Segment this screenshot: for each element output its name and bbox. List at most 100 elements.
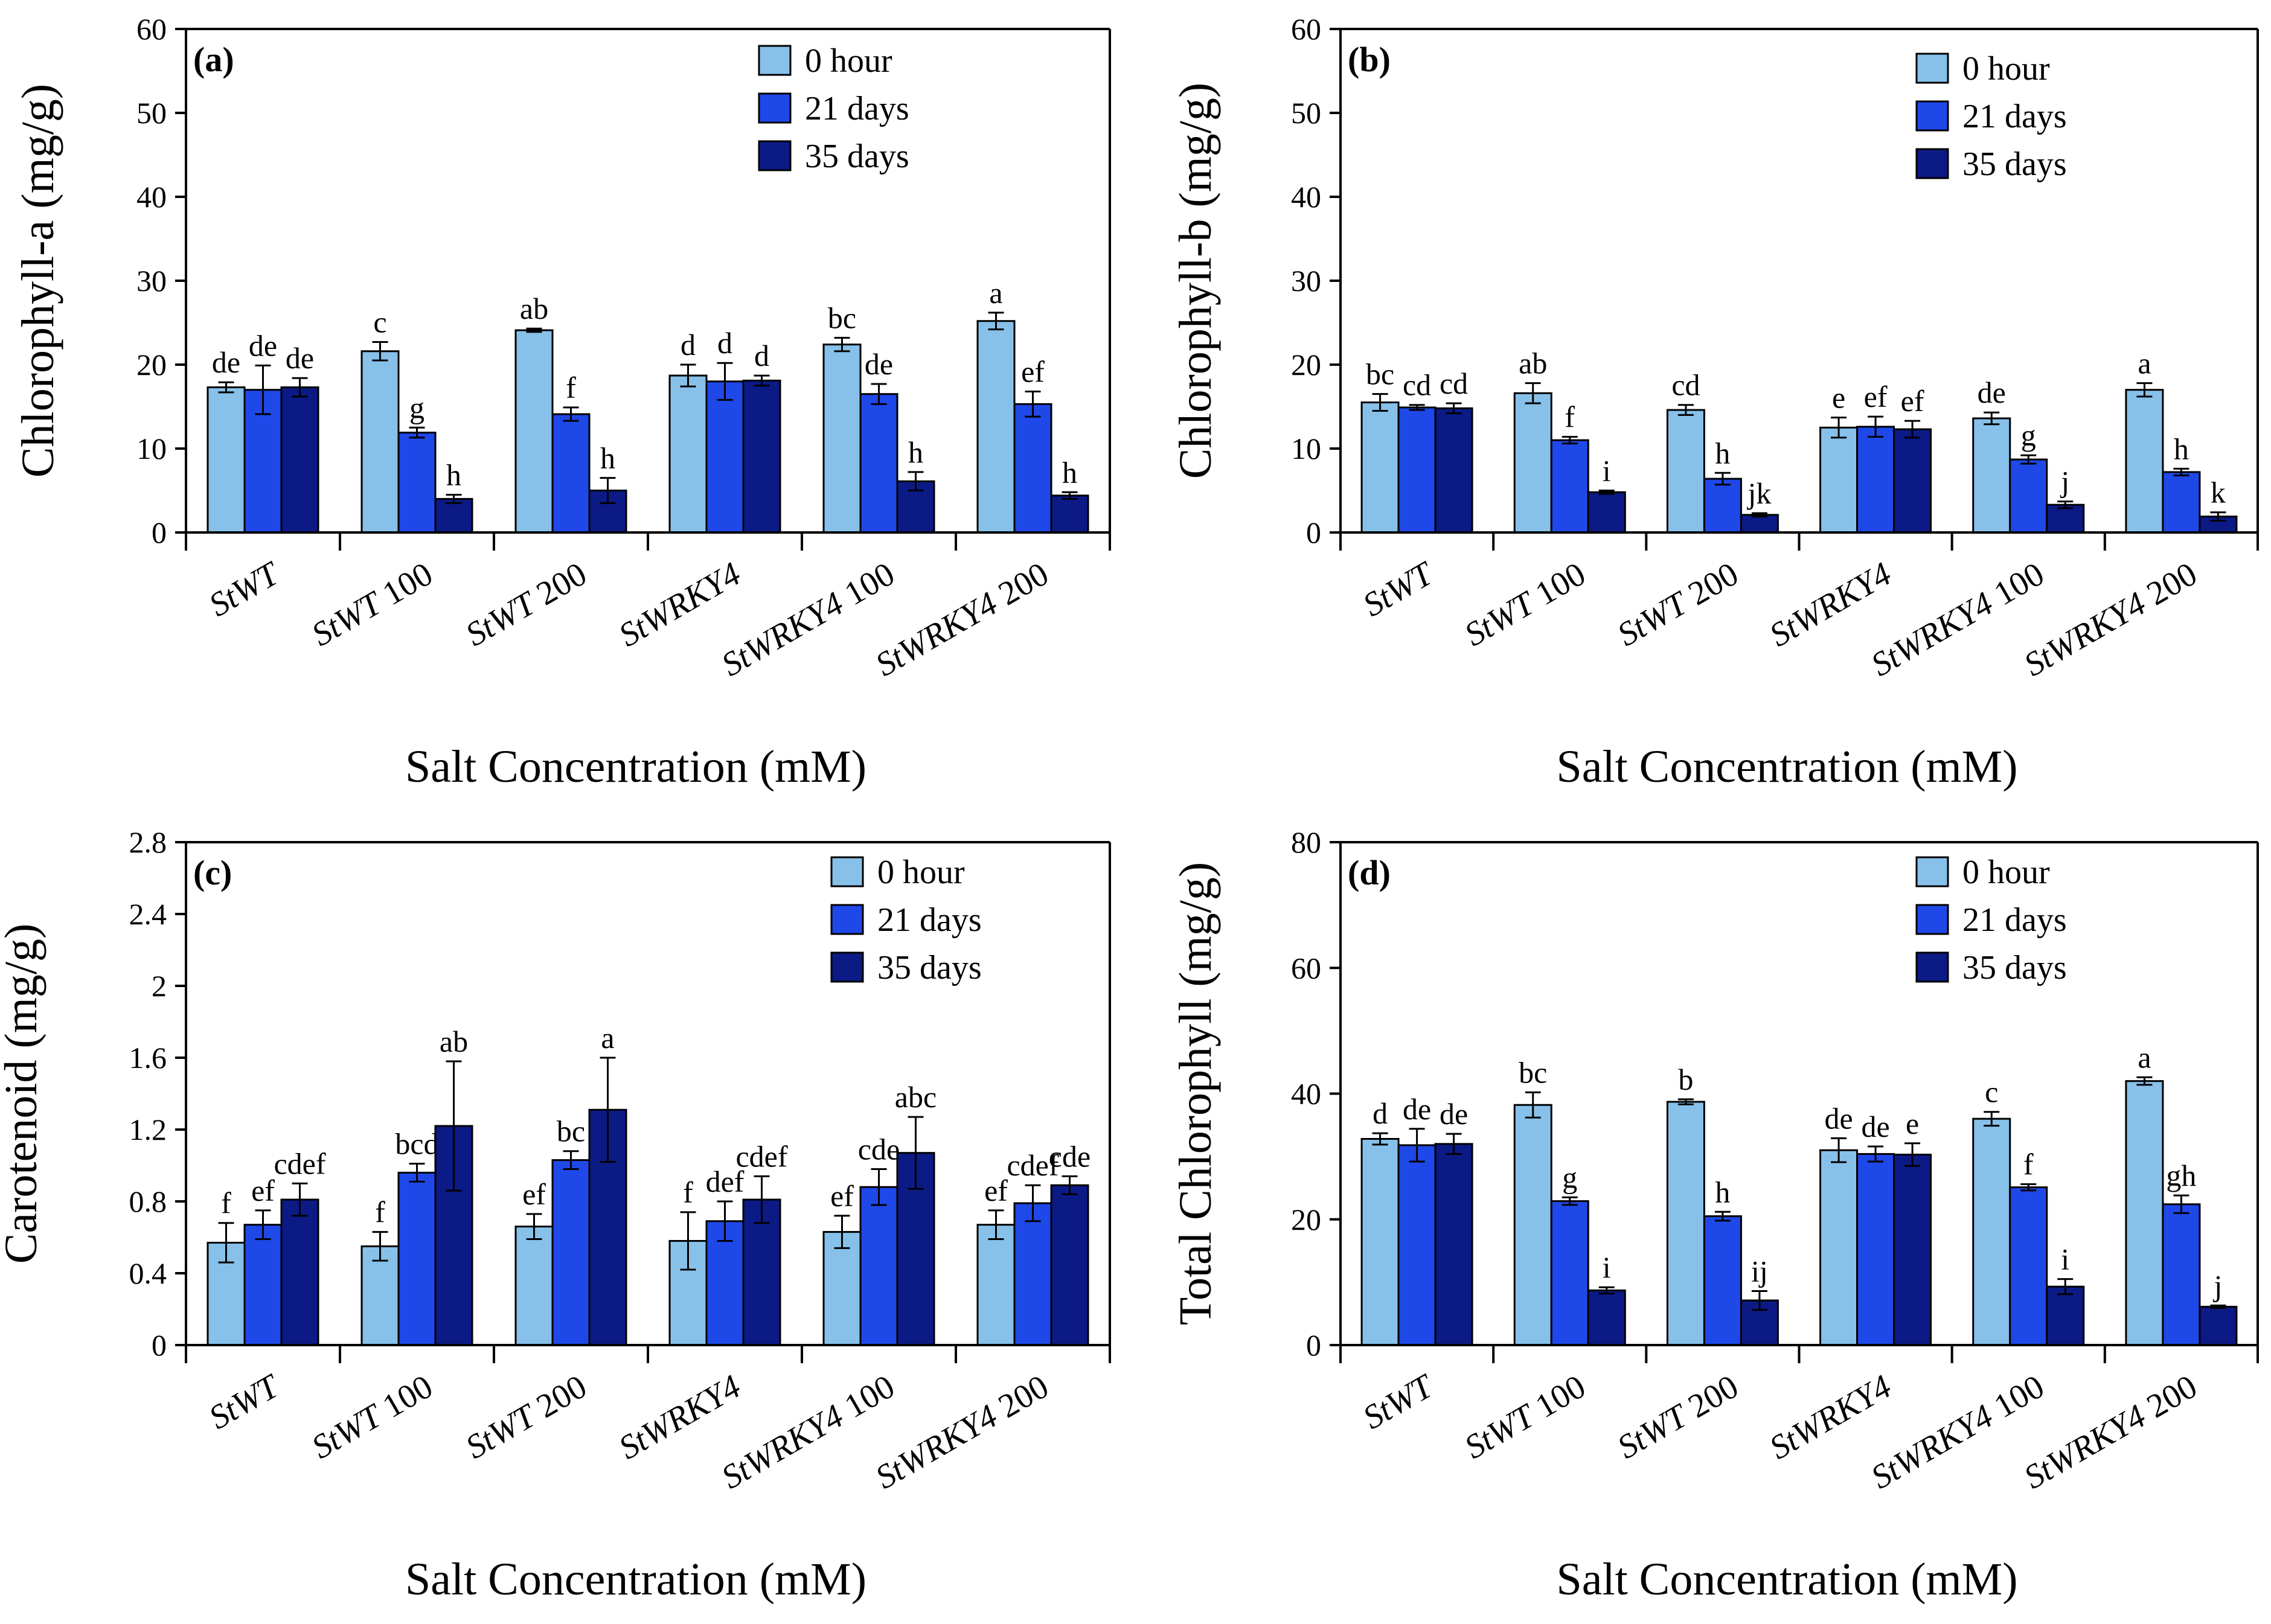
- bar: [2199, 1305, 2238, 1346]
- panel-label: (b): [1348, 40, 1391, 79]
- significance-label: ef: [1901, 384, 1924, 418]
- panel-label: (c): [193, 853, 232, 892]
- bar: [1972, 417, 2011, 534]
- y-tick-label: 50: [1291, 96, 1321, 130]
- significance-label: ef: [1021, 354, 1045, 388]
- category-label: StWRKY4 100: [716, 1368, 901, 1497]
- bar: [976, 320, 1016, 534]
- significance-label: ef: [522, 1177, 546, 1211]
- significance-label: a: [601, 1021, 614, 1055]
- category-label: StWT 100: [306, 555, 439, 654]
- significance-label: h: [2174, 432, 2189, 465]
- category-label-italic: StWT: [1357, 1367, 1441, 1437]
- legend-swatch: [830, 856, 864, 887]
- category-label-italic: StWRKY4: [2018, 1398, 2152, 1497]
- y-tick-label: 0.4: [129, 1256, 167, 1290]
- legend-label: 0 hour: [877, 854, 965, 891]
- significance-label: i: [2061, 1242, 2069, 1276]
- bar: [976, 1224, 1016, 1346]
- bar: [280, 386, 319, 534]
- category-label: StWT 200: [1611, 555, 1744, 654]
- significance-label: d: [754, 339, 769, 372]
- category-label: StWT: [203, 554, 287, 624]
- category-label: StWT: [203, 1367, 287, 1437]
- legend-label: 0 hour: [1962, 854, 2050, 891]
- bar: [1972, 1117, 2011, 1346]
- bar: [1434, 407, 1473, 534]
- significance-label: cde: [858, 1132, 900, 1166]
- category-label: StWRKY4: [1763, 555, 1897, 654]
- bar: [514, 1226, 554, 1346]
- significance-label: bcd: [395, 1127, 438, 1161]
- category-label-italic: StWT: [203, 1367, 287, 1437]
- legend-label: 35 days: [1962, 145, 2067, 183]
- bar: [207, 386, 246, 534]
- bar: [360, 350, 400, 534]
- y-tick-label: 60: [1291, 951, 1321, 985]
- bar: [1513, 1104, 1552, 1346]
- significance-label: d: [717, 326, 732, 360]
- category-label: StWT 200: [1611, 1368, 1744, 1466]
- significance-label: g: [409, 391, 424, 424]
- category-label-italic: StWRKY4: [1865, 1398, 1999, 1497]
- bar: [859, 393, 898, 534]
- y-tick-label: 0.8: [129, 1184, 167, 1218]
- legend-label: 21 days: [877, 901, 982, 939]
- significance-label: de: [1403, 1092, 1431, 1126]
- significance-label: ef: [830, 1179, 854, 1213]
- bar: [1893, 428, 1932, 534]
- y-tick-label: 60: [136, 12, 167, 46]
- category-label: StWRKY4 200: [2018, 555, 2203, 684]
- significance-label: h: [1062, 455, 1077, 489]
- legend-label: 0 hour: [1962, 50, 2050, 88]
- significance-label: f: [1565, 400, 1575, 434]
- bar: [1360, 401, 1400, 534]
- y-axis-title: Chlorophyll-a (mg/g): [13, 84, 63, 478]
- significance-label: cd: [1440, 366, 1468, 400]
- y-tick-label: 60: [1291, 12, 1321, 46]
- significance-label: de: [212, 345, 240, 379]
- category-label: StWRKY4 100: [1865, 555, 2051, 684]
- x-axis-title: Salt Concentration (mM): [1556, 741, 2017, 792]
- category-label: StWRKY4: [1763, 1368, 1897, 1467]
- category-label: StWT 100: [1458, 555, 1592, 654]
- significance-label: f: [221, 1186, 231, 1220]
- significance-label: k: [2211, 476, 2226, 510]
- significance-label: c: [1985, 1075, 1998, 1109]
- significance-label: i: [1603, 454, 1611, 488]
- legend-label: 35 days: [1962, 949, 2067, 986]
- legend-label: 21 days: [1962, 98, 2067, 135]
- category-label-italic: StWRKY4: [1763, 555, 1897, 654]
- significance-label: de: [1440, 1097, 1468, 1131]
- x-axis-title: Salt Concentration (mM): [405, 741, 866, 792]
- x-axis-title: Salt Concentration (mM): [1556, 1554, 2017, 1605]
- y-tick-label: 2.4: [129, 897, 167, 931]
- panel-label: (d): [1348, 853, 1391, 892]
- legend-swatch: [830, 904, 864, 935]
- significance-label: def: [706, 1165, 745, 1198]
- y-tick-label: 20: [1291, 348, 1321, 382]
- y-tick-label: 10: [1291, 432, 1321, 465]
- legend-label: 0 hour: [805, 42, 892, 80]
- bar: [2125, 389, 2164, 534]
- category-label: StWRKY4 200: [2018, 1368, 2203, 1497]
- significance-label: de: [1861, 1110, 1889, 1143]
- bar: [397, 1171, 437, 1346]
- category-label-italic: StWT: [1357, 554, 1441, 624]
- bar: [551, 1159, 591, 1346]
- legend-swatch: [830, 951, 864, 983]
- bar: [1666, 409, 1705, 534]
- bar: [1740, 1299, 1779, 1346]
- y-tick-label: 0: [152, 516, 167, 549]
- bar: [1856, 426, 1895, 534]
- significance-label: gh: [2166, 1159, 2196, 1192]
- significance-label: d: [681, 328, 696, 362]
- category-label: StWRKY4: [613, 1368, 747, 1467]
- y-tick-label: 30: [1291, 264, 1321, 298]
- bar: [1666, 1101, 1705, 1346]
- category-label: StWT: [1357, 554, 1441, 624]
- significance-label: g: [2021, 418, 2036, 452]
- significance-label: j: [2212, 1268, 2222, 1302]
- bar: [1550, 439, 1589, 534]
